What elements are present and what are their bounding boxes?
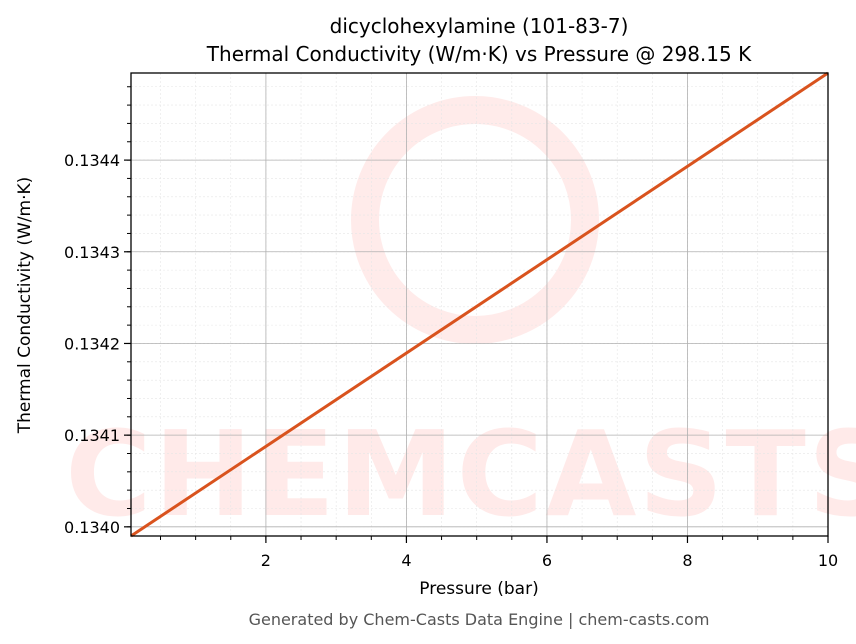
- svg-text:CHEMCASTS: CHEMCASTS: [65, 405, 856, 543]
- y-axis-label: Thermal Conductivity (W/m·K): [15, 177, 35, 435]
- y-tick-label: 0.1344: [64, 151, 120, 170]
- major-grid: [131, 73, 829, 536]
- x-tick-labels: 2 4 6 8 10: [261, 551, 838, 570]
- y-tick-label: 0.1343: [64, 243, 120, 262]
- axis-ticks: [124, 86, 829, 543]
- chart-title: dicyclohexylamine (101-83-7): [330, 14, 629, 38]
- series-line: [130, 71, 829, 538]
- x-tick-label: 6: [542, 551, 552, 570]
- x-axis-label: Pressure (bar): [419, 579, 538, 599]
- series-layer: [130, 71, 829, 538]
- y-tick-label: 0.1342: [64, 334, 120, 353]
- x-tick-label: 10: [818, 551, 838, 570]
- footer-text: Generated by Chem-Casts Data Engine | ch…: [249, 610, 710, 629]
- y-tick-label: 0.1340: [64, 518, 120, 537]
- x-tick-label: 2: [261, 551, 271, 570]
- x-tick-label: 8: [682, 551, 692, 570]
- y-tick-labels: 0.1340 0.1341 0.1342 0.1343 0.1344: [64, 151, 120, 537]
- plot-frame: [130, 72, 829, 537]
- watermark-logo: CHEMCASTS: [65, 96, 856, 543]
- chart-subtitle: Thermal Conductivity (W/m·K) vs Pressure…: [206, 42, 752, 66]
- x-tick-label: 4: [401, 551, 411, 570]
- y-tick-label: 0.1341: [64, 426, 120, 445]
